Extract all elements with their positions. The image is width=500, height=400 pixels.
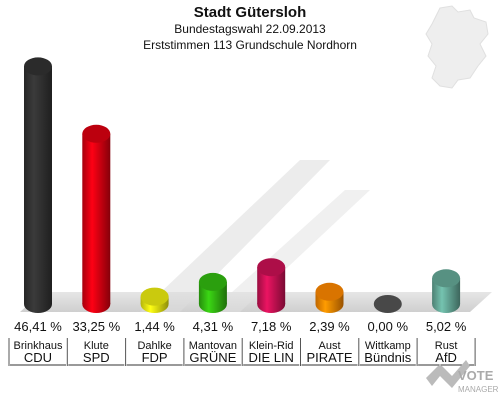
candidate-label: Klein-Rid [249,340,294,352]
party-label: PIRATE [307,350,353,365]
watermark-text: VOTE [458,368,494,383]
party-label: AfD [435,350,457,365]
candidate-label: Klute [84,340,109,352]
value-label: 33,25 % [72,319,120,334]
candidate-label: Rust [435,340,458,352]
germany-map-icon [425,5,489,89]
candidate-label: Brinkhaus [14,340,63,352]
party-label: CDU [24,350,52,365]
value-label: 1,44 % [134,319,175,334]
candidate-label: Aust [318,340,340,352]
floor-shadow-band [140,160,330,312]
bar-fdp [140,287,169,313]
party-label: Bündnis [364,350,411,365]
bar-spd [82,124,111,313]
vote-manager-logo: VOTE MANAGER [426,360,499,394]
bar-die-lin [257,258,286,313]
bar-bündnis [373,295,402,313]
value-label: 4,31 % [193,319,234,334]
value-label: 5,02 % [426,319,467,334]
candidate-label: Dahlke [137,340,171,352]
value-label: 7,18 % [251,319,292,334]
svg-text:MANAGER: MANAGER [458,385,499,394]
party-label: SPD [83,350,110,365]
bar-pirate [315,282,344,313]
chart-title: Stadt Gütersloh [194,4,307,21]
candidate-label: Mantovan [189,340,237,352]
value-label: 0,00 % [368,319,409,334]
bar-afd [432,269,461,313]
party-label: DIE LIN [248,350,294,365]
bar-cdu [24,57,52,313]
chart-subtitle: Bundestagswahl 22.09.2013 [174,22,326,36]
candidate-label: Wittkamp [365,340,411,352]
bars-group [24,57,461,313]
bar-grüne [198,272,227,313]
floor-shadow-band [210,190,370,312]
value-label: 2,39 % [309,319,350,334]
party-label: GRÜNE [189,350,236,365]
party-label: FDP [142,350,168,365]
chart-floor [20,292,492,312]
chart-subtitle-2: Erststimmen 113 Grundschule Nordhorn [143,38,357,52]
value-label: 46,41 % [14,319,62,334]
